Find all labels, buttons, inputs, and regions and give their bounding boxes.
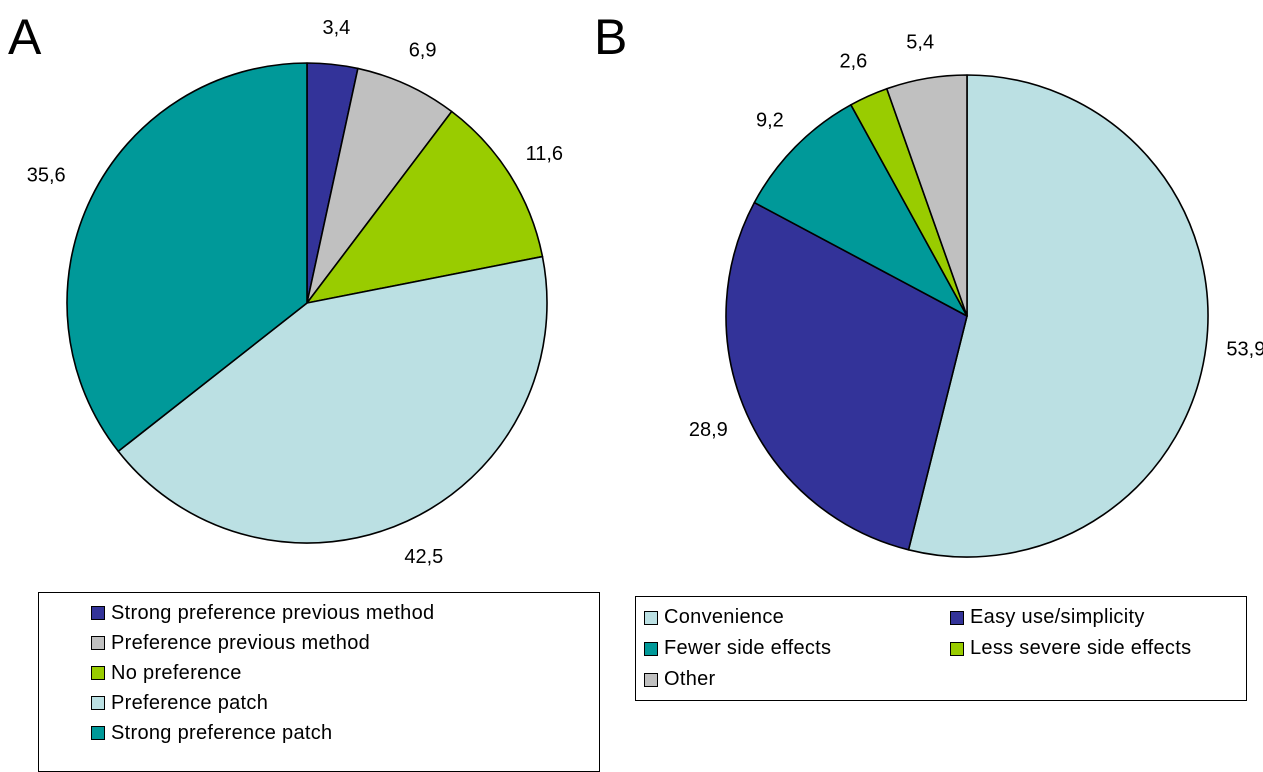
pie-chart-a: 3,4 6,9 11,6 42,5 35,6 — [27, 17, 563, 568]
legend-item: Less severe side effects — [950, 633, 1250, 664]
legend-item: Preference previous method — [91, 628, 599, 658]
legend-label: Strong preference patch — [111, 721, 333, 744]
pie-slice — [753, 104, 968, 317]
pie-slice — [306, 67, 453, 304]
pie-slice — [885, 74, 968, 317]
pie-slice — [725, 201, 968, 551]
pie-slice — [117, 255, 548, 544]
legend-label: Other — [664, 668, 716, 690]
data-label: 28,9 — [689, 419, 728, 441]
data-label: 3,4 — [322, 17, 350, 39]
legend-item: Preference patch — [91, 688, 599, 718]
legend-swatch — [91, 606, 105, 620]
pie-slice — [907, 74, 1209, 558]
legend-swatch — [91, 726, 105, 740]
legend-swatch — [644, 641, 658, 656]
data-label: 11,6 — [526, 143, 563, 165]
legend-item: Strong preference patch — [91, 718, 599, 748]
panel-letter-b: B — [594, 9, 628, 65]
legend-label: Less severe side effects — [970, 637, 1192, 659]
pie-chart-b: 53,9 28,9 9,2 2,6 5,4 — [689, 31, 1263, 558]
legend-item: Other — [644, 664, 950, 695]
legend-item: Fewer side effects — [644, 633, 950, 664]
data-label: 42,5 — [404, 546, 443, 568]
legend-item: Easy use/simplicity — [950, 602, 1250, 633]
legend-swatch — [950, 641, 964, 656]
legend-swatch — [950, 610, 964, 625]
legend-label: Convenience — [664, 606, 785, 628]
data-label: 5,4 — [906, 31, 934, 53]
data-label: 2,6 — [839, 51, 867, 73]
legend-swatch — [91, 696, 105, 710]
legend-swatch — [644, 672, 658, 687]
legend-b: Convenience Easy use/simplicity Fewer si… — [635, 596, 1247, 701]
data-label: 6,9 — [409, 40, 437, 62]
pie-slice — [66, 62, 308, 453]
legend-item: Strong preference previous method — [91, 598, 599, 628]
legend-label: Preference previous method — [111, 631, 371, 654]
legend-item: No preference — [91, 658, 599, 688]
legend-label: No preference — [111, 661, 242, 684]
data-label: 35,6 — [27, 164, 66, 186]
legend-label: Preference patch — [111, 691, 269, 714]
legend-a: Strong preference previous method Prefer… — [38, 592, 600, 772]
data-label: 53,9 — [1226, 339, 1263, 361]
legend-item: Convenience — [644, 602, 950, 633]
data-label: 9,2 — [756, 110, 784, 132]
legend-swatch — [91, 666, 105, 680]
legend-swatch — [644, 610, 658, 625]
legend-label: Strong preference previous method — [111, 601, 435, 624]
legend-label: Fewer side effects — [664, 637, 832, 659]
panel-letter-a: A — [8, 9, 42, 65]
pie-slice — [306, 110, 544, 304]
legend-label: Easy use/simplicity — [970, 606, 1145, 628]
legend-swatch — [91, 636, 105, 650]
